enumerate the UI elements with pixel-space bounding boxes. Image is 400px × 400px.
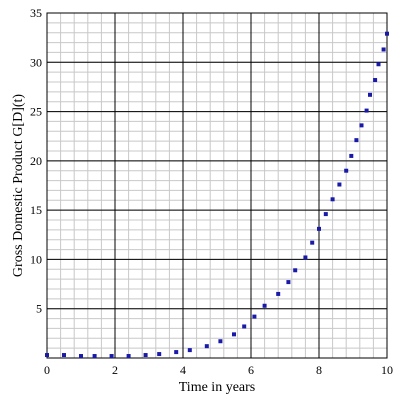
- minor-grid: [46, 12, 388, 359]
- y-tick-label: 25: [30, 105, 42, 119]
- y-tick-label: 30: [30, 55, 42, 69]
- data-point: [373, 78, 378, 83]
- x-tick-label: 8: [316, 363, 322, 377]
- data-point: [45, 353, 49, 358]
- data-point: [143, 353, 148, 358]
- data-point: [364, 108, 369, 113]
- data-point: [368, 92, 372, 97]
- data-points: [45, 31, 389, 359]
- y-axis-title: Gross Domestic Product G[D](t): [11, 94, 26, 277]
- data-point: [252, 314, 257, 319]
- data-point: [62, 353, 66, 358]
- x-tick-label: 4: [180, 363, 186, 377]
- data-point: [276, 291, 281, 296]
- data-point: [187, 348, 192, 353]
- x-tick-label: 0: [44, 363, 50, 377]
- data-point: [286, 280, 291, 285]
- x-tick-label: 6: [248, 363, 254, 377]
- y-tick-label: 10: [30, 252, 42, 266]
- y-tick-label: 15: [30, 203, 42, 217]
- data-point: [381, 47, 386, 52]
- data-point: [359, 123, 364, 128]
- data-point: [126, 354, 131, 359]
- x-axis-title: Time in years: [179, 380, 255, 395]
- data-point: [376, 62, 381, 67]
- data-point: [323, 212, 328, 217]
- x-tick-label: 2: [112, 363, 118, 377]
- x-tick-label: 10: [381, 363, 393, 377]
- data-point: [293, 268, 298, 273]
- data-point: [344, 168, 349, 173]
- data-point: [354, 138, 359, 143]
- data-point: [310, 240, 315, 245]
- data-point: [337, 182, 342, 187]
- data-point: [317, 226, 321, 231]
- data-point: [174, 350, 179, 355]
- data-point: [92, 354, 97, 359]
- data-point: [349, 153, 354, 158]
- y-tick-label: 5: [36, 302, 42, 316]
- y-tick-label: 20: [30, 154, 42, 168]
- data-point: [109, 354, 114, 359]
- data-point: [232, 332, 236, 337]
- y-tick-label: 35: [30, 6, 42, 20]
- data-point: [262, 303, 267, 308]
- data-point: [204, 344, 209, 349]
- y-axis-ticks: 5 10 15 20 25 30 35: [30, 6, 42, 316]
- data-point: [157, 352, 162, 357]
- data-point: [330, 197, 335, 202]
- data-point: [242, 324, 247, 329]
- plot-frame: [46, 12, 388, 359]
- major-grid: [46, 12, 388, 358]
- x-axis-ticks: 0 2 4 6 8 10: [44, 363, 393, 377]
- data-point: [79, 354, 83, 359]
- data-point: [385, 31, 389, 36]
- data-point: [218, 339, 223, 344]
- data-point: [303, 255, 308, 260]
